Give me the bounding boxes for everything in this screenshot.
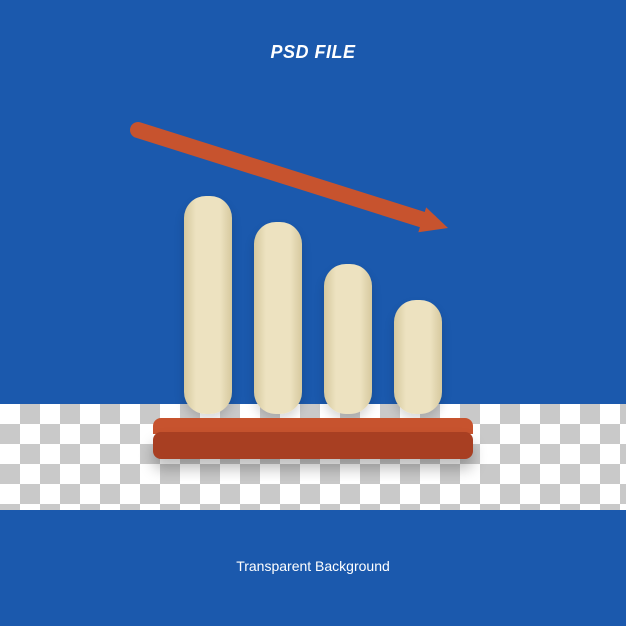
preview-canvas: PSD FILE Transparent Background xyxy=(0,0,626,626)
chart-bar xyxy=(324,264,372,414)
chart-base-front xyxy=(153,432,473,459)
footer-caption: Transparent Background xyxy=(0,558,626,574)
chart-bar xyxy=(254,222,302,414)
declining-bar-chart xyxy=(148,160,478,430)
chart-bar xyxy=(184,196,232,414)
header-title: PSD FILE xyxy=(0,42,626,63)
chart-bar xyxy=(394,300,442,414)
